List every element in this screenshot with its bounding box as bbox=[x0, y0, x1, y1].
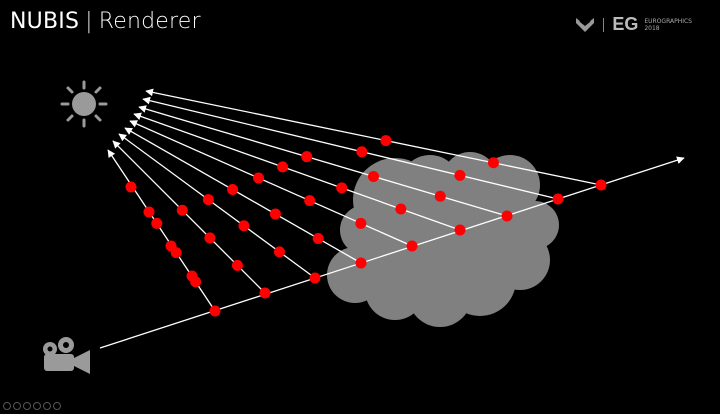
light-ray bbox=[142, 96, 559, 200]
toolbar-prev-button[interactable] bbox=[3, 402, 11, 410]
sample-point bbox=[204, 232, 216, 244]
sample-point bbox=[356, 146, 368, 158]
logo-text: EUROGRAPHICS 2018 bbox=[644, 18, 692, 32]
logo-divider bbox=[603, 17, 605, 32]
sample-point bbox=[301, 151, 313, 163]
toolbar-next-button[interactable] bbox=[13, 402, 21, 410]
sample-point bbox=[259, 287, 271, 299]
sample-point bbox=[125, 181, 137, 193]
logo-mark: EG bbox=[612, 14, 639, 34]
sample-point bbox=[304, 195, 316, 207]
sample-point bbox=[143, 206, 155, 218]
sample-point bbox=[209, 305, 221, 317]
sample-point bbox=[238, 220, 250, 232]
logo-text-line1: EUROGRAPHICS bbox=[644, 17, 692, 25]
eurographics-logo: EG EUROGRAPHICS 2018 bbox=[575, 14, 692, 35]
sample-point bbox=[434, 190, 446, 202]
title-sub: Renderer bbox=[98, 9, 201, 34]
sample-point bbox=[395, 203, 407, 215]
sample-point bbox=[312, 233, 324, 245]
sample-point bbox=[336, 182, 348, 194]
sample-point bbox=[269, 208, 281, 220]
title-main: NUBIS bbox=[10, 9, 80, 34]
slide-title: NUBIS | Renderer bbox=[10, 7, 201, 37]
sample-point bbox=[186, 270, 198, 282]
chevron-logo-icon bbox=[576, 17, 595, 32]
sample-point bbox=[552, 193, 564, 205]
light-ray bbox=[145, 88, 602, 186]
toolbar-slides-button[interactable] bbox=[33, 402, 41, 410]
sample-point bbox=[176, 204, 188, 216]
sample-point bbox=[501, 210, 513, 222]
presentation-toolbar bbox=[3, 402, 61, 410]
light-ray bbox=[107, 149, 216, 312]
camera-ray bbox=[99, 156, 685, 349]
toolbar-zoom-button[interactable] bbox=[43, 402, 51, 410]
sample-point bbox=[487, 157, 499, 169]
light-ray bbox=[118, 133, 316, 279]
light-ray bbox=[138, 105, 508, 217]
sample-point bbox=[454, 224, 466, 236]
sample-point bbox=[151, 217, 163, 229]
title-separator: | bbox=[85, 9, 93, 34]
light-ray bbox=[124, 127, 362, 264]
light-ray bbox=[112, 140, 266, 294]
sample-point bbox=[273, 246, 285, 258]
cloud-shape bbox=[327, 152, 559, 327]
sample-point bbox=[380, 135, 392, 147]
sample-point bbox=[595, 179, 607, 191]
sample-point bbox=[355, 217, 367, 229]
sample-point bbox=[367, 170, 379, 182]
sample-points bbox=[125, 135, 607, 317]
sample-point bbox=[165, 240, 177, 252]
sample-point bbox=[202, 194, 214, 206]
sample-point bbox=[406, 240, 418, 252]
toolbar-pen-button[interactable] bbox=[23, 402, 31, 410]
sample-point bbox=[454, 169, 466, 181]
toolbar-options-button[interactable] bbox=[53, 402, 61, 410]
sample-point bbox=[253, 172, 265, 184]
sample-point bbox=[231, 259, 243, 271]
sample-point bbox=[277, 161, 289, 173]
camera-icon bbox=[43, 337, 90, 374]
sample-point bbox=[309, 272, 321, 284]
sample-point bbox=[355, 257, 367, 269]
sample-point bbox=[227, 184, 239, 196]
logo-text-line2: 2018 bbox=[644, 24, 660, 32]
sun-icon bbox=[60, 80, 108, 128]
